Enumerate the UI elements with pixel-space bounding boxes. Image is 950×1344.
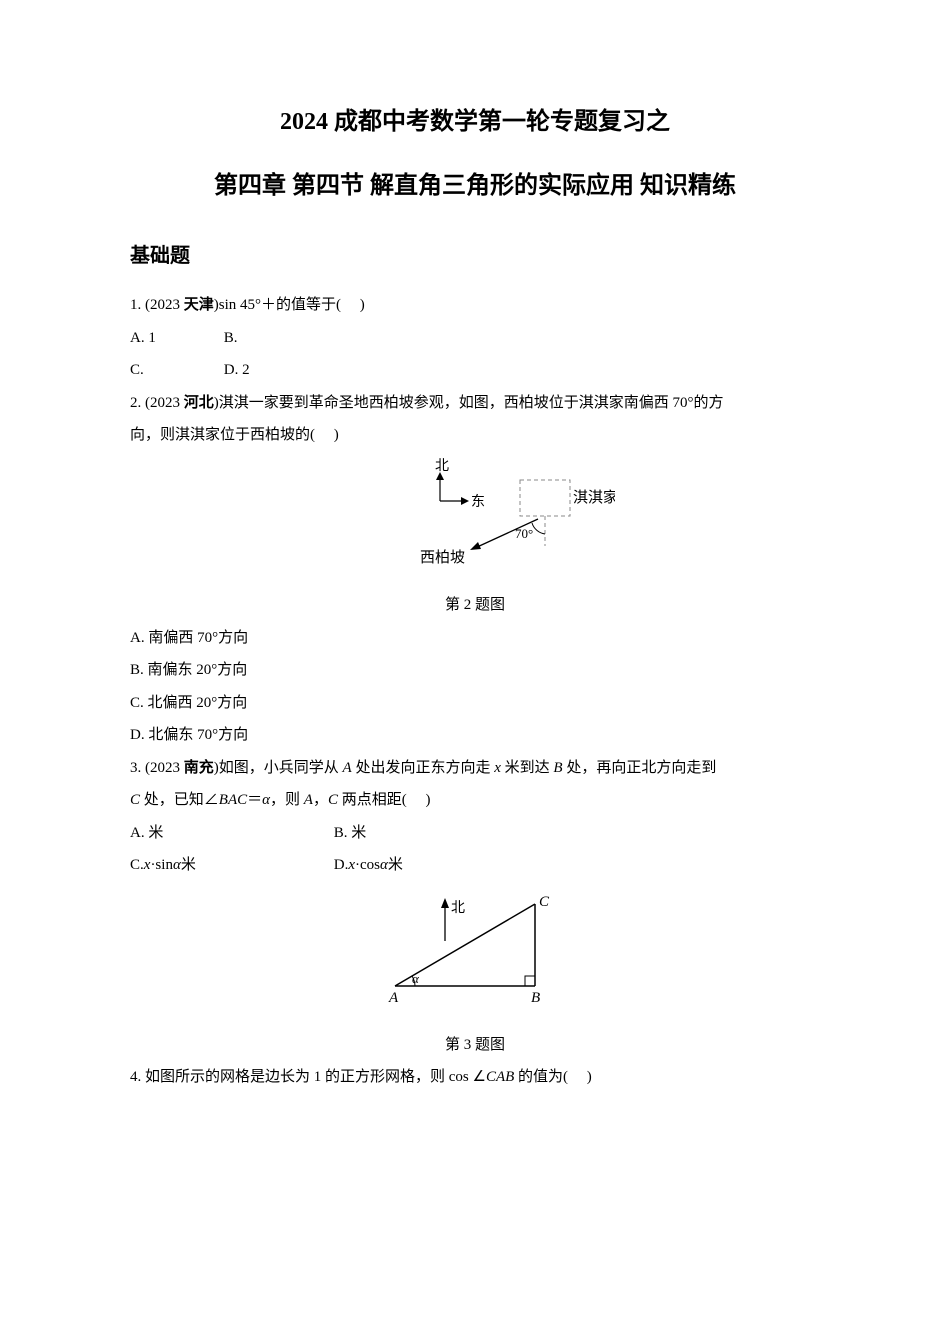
q2-caption: 第 2 题图 [130, 591, 820, 620]
q3-opt-d: D. x·cos α 米 [334, 851, 403, 880]
q3-text-line1: 3. (2023 南充)如图，小兵同学从 A 处出发向正东方向走 x 米到达 B… [130, 754, 820, 783]
q3-B-label: B [531, 990, 540, 1006]
q1-year-bold: 天津 [184, 297, 214, 313]
q3-rest-a: )如图，小兵同学从 [214, 760, 343, 776]
q2-prefix: 2. (2023 [130, 395, 184, 411]
compass-north-label: 北 [435, 458, 449, 474]
section-heading: 基础题 [130, 237, 820, 275]
q2-figure: 北 东 淇淇家 西柏坡 70° [130, 456, 820, 587]
home-box: 淇淇家 [520, 480, 615, 516]
q1-opt-d: D. 2 [224, 356, 250, 385]
q3-A: A [343, 760, 352, 776]
q4-text: 4. 如图所示的网格是边长为 1 的正方形网格，则 cos ∠CAB 的值为( … [130, 1063, 820, 1092]
q3-l2b: ＝ [247, 792, 262, 808]
q3-l2d: ， [313, 792, 328, 808]
q2-rest: )淇淇一家要到革命圣地西柏坡参观，如图，西柏坡位于淇淇家南偏西 70°的方 [214, 395, 724, 411]
q1-opt-b: B. [224, 324, 238, 353]
q2-opt-c: C. 北偏西 20°方向 [130, 689, 820, 718]
q3-l2c: ，则 [270, 792, 304, 808]
q3-x: x [494, 760, 501, 776]
q3-rest-d: 处，再向正北方向走到 [563, 760, 717, 776]
q1-text: 1. (2023 天津)sin 45°＋的值等于( ) [130, 291, 820, 320]
q2-text-line1: 2. (2023 河北)淇淇一家要到革命圣地西柏坡参观，如图，西柏坡位于淇淇家南… [130, 389, 820, 418]
q1-opt-c: C. [130, 356, 220, 385]
compass-east-label: 东 [471, 494, 485, 510]
home-label: 淇淇家 [573, 489, 615, 506]
q2-bold: 河北 [184, 395, 214, 411]
q3-figure: 北 α A B C [130, 886, 820, 1027]
q3-C: C [130, 792, 140, 808]
q2-text-line2: 向，则淇淇家位于西柏坡的( ) [130, 421, 820, 450]
q1-opts-row2: C. D. 2 [130, 356, 820, 385]
q4-b: 的值为( ) [514, 1069, 592, 1085]
q3-opt-b: B. 米 [334, 819, 367, 848]
q3-C2: C [328, 792, 338, 808]
main-title-1: 2024 成都中考数学第一轮专题复习之 [130, 100, 820, 146]
q3-north-label: 北 [451, 900, 465, 916]
q3-C-label: C [539, 894, 550, 910]
q3-rest-b: 处出发向正东方向走 [352, 760, 495, 776]
q3-A2: A [304, 792, 313, 808]
main-title-2: 第四章 第四节 解直角三角形的实际应用 知识精练 [130, 164, 820, 210]
q3-bold: 南充 [184, 760, 214, 776]
q3-text-line2: C 处，已知∠BAC＝α，则 A，C 两点相距( ) [130, 786, 820, 815]
q1-opts-row1: A. 1 B. [130, 324, 820, 353]
angle-70-label: 70° [515, 526, 533, 541]
q2-opt-d: D. 北偏东 70°方向 [130, 721, 820, 750]
q3-l2a: 处，已知∠ [140, 792, 219, 808]
q3-alpha-label: α [412, 971, 420, 986]
q3-alpha: α [262, 792, 270, 808]
q3-BAC: BAC [219, 792, 247, 808]
q3-l2e: 两点相距( ) [338, 792, 431, 808]
q3-opt-c: C. x·sin α 米 [130, 851, 330, 880]
q3-prefix: 3. (2023 [130, 760, 184, 776]
q2-opt-a: A. 南偏西 70°方向 [130, 624, 820, 653]
q1-rest: )sin 45°＋的值等于( ) [214, 297, 365, 313]
q3-opts-row2: C. x·sin α 米 D. x·cos α 米 [130, 851, 820, 880]
q3-caption: 第 3 题图 [130, 1031, 820, 1060]
q3-opts-row1: A. 米 B. 米 [130, 819, 820, 848]
q3-B: B [553, 760, 562, 776]
q3-opt-a: A. 米 [130, 819, 330, 848]
q3-A-label: A [388, 990, 399, 1006]
compass-icon: 北 东 [435, 458, 485, 510]
q1-opt-a: A. 1 [130, 324, 220, 353]
q4-CAB: CAB [486, 1069, 514, 1085]
q4-a: 4. 如图所示的网格是边长为 1 的正方形网格，则 cos ∠ [130, 1069, 486, 1085]
q1-prefix: 1. (2023 [130, 297, 184, 313]
q2-opt-b: B. 南偏东 20°方向 [130, 656, 820, 685]
q3-rest-c: 米到达 [501, 760, 554, 776]
xibaipo-label: 西柏坡 [420, 549, 465, 566]
